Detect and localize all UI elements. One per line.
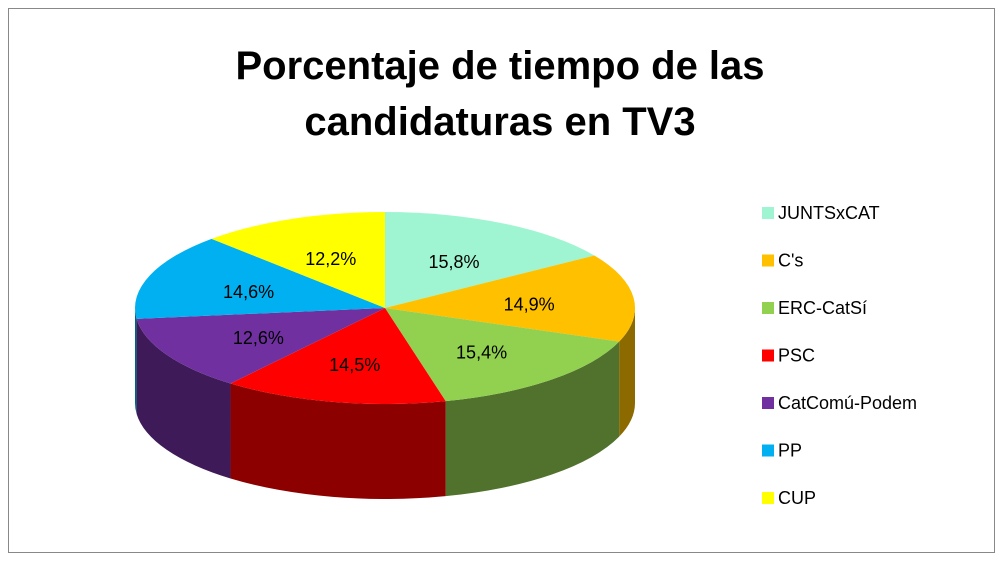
- data-label: 12,2%: [305, 249, 356, 269]
- slice: [385, 255, 635, 342]
- legend-label: PP: [778, 440, 802, 460]
- data-label: 14,6%: [223, 282, 274, 302]
- legend-label: ERC-CatSí: [778, 298, 867, 318]
- slice-side: [619, 308, 635, 437]
- data-label: 14,5%: [329, 355, 380, 375]
- legend-swatch: [762, 207, 774, 219]
- legend-swatch: [762, 254, 774, 267]
- data-label: 15,4%: [456, 342, 507, 362]
- slice: [385, 212, 595, 308]
- legend-label: CatComú-Podem: [778, 393, 917, 413]
- slice: [136, 308, 385, 384]
- slice: [230, 308, 446, 404]
- legend-label: C's: [778, 250, 803, 270]
- slice: [211, 212, 385, 308]
- legend-swatch: [762, 349, 774, 362]
- data-label: 12,6%: [233, 328, 284, 348]
- legend-swatch: [762, 444, 774, 457]
- legend-swatch: [762, 492, 774, 504]
- data-label: 14,9%: [504, 295, 555, 315]
- slice-side: [445, 341, 620, 497]
- legend-label: PSC: [778, 345, 815, 365]
- slice: [385, 308, 620, 402]
- legend-swatch: [762, 397, 774, 409]
- chart-title: Porcentaje de tiempo de las candidaturas…: [235, 44, 765, 144]
- slice-side: [230, 383, 446, 499]
- slice-side: [136, 318, 231, 479]
- legend-swatch: [762, 302, 774, 314]
- slice-side: [135, 308, 137, 414]
- slice: [135, 238, 385, 319]
- data-label: 15,8%: [429, 252, 480, 272]
- legend-label: JUNTSxCAT: [778, 203, 880, 223]
- legend-label: CUP: [778, 488, 816, 508]
